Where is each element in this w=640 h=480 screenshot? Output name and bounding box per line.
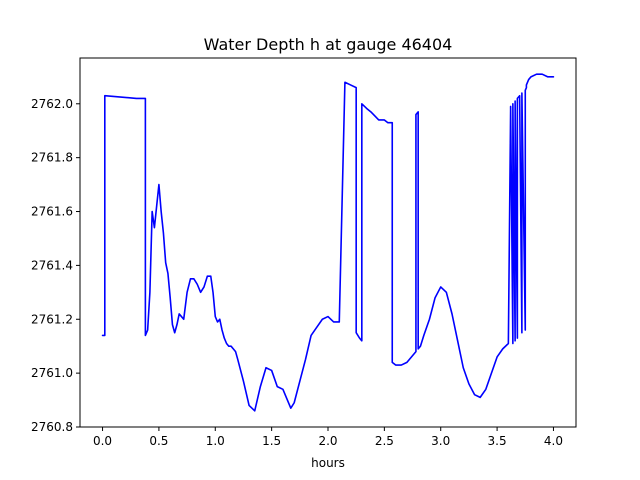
y-tick-label: 2761.8 [31, 151, 73, 165]
x-tick-label: 3.0 [431, 434, 450, 448]
x-tick-label: 2.5 [375, 434, 394, 448]
series-line [101, 73, 555, 412]
x-tick-label: 0.0 [93, 434, 112, 448]
chart-title: Water Depth h at gauge 46404 [204, 35, 453, 54]
x-tick-label: 1.0 [206, 434, 225, 448]
y-tick-label: 2761.6 [31, 205, 73, 219]
y-tick-label: 2762.0 [31, 97, 73, 111]
x-axis-label: hours [311, 456, 345, 470]
x-tick-label: 3.5 [488, 434, 507, 448]
y-tick-label: 2761.4 [31, 258, 73, 272]
x-tick-label: 0.5 [149, 434, 168, 448]
x-tick-label: 4.0 [544, 434, 563, 448]
x-tick-label: 1.5 [262, 434, 281, 448]
tick-group: 0.0 0.5 1.0 1.5 2.0 2.5 3.0 3.5 4.0 2760.8 2761.0 2… [31, 97, 563, 448]
axes-frame [79, 57, 577, 428]
x-tick-label: 2.0 [318, 434, 337, 448]
y-tick-label: 2761.2 [31, 312, 73, 326]
y-tick-label: 2761.0 [31, 366, 73, 380]
plot-group [101, 73, 555, 412]
y-tick-label: 2760.8 [31, 420, 73, 434]
